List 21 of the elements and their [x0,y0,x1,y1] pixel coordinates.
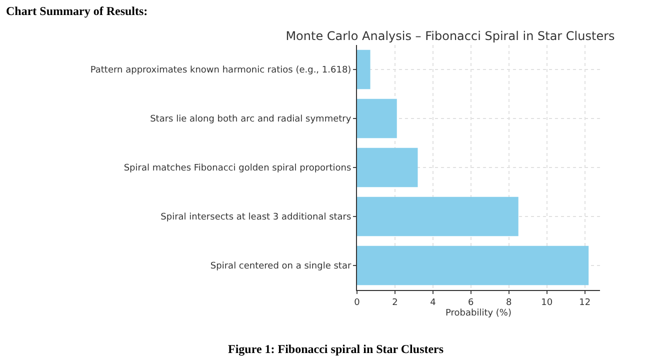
x-tick-label: 0 [354,298,360,308]
chart-title: Monte Carlo Analysis – Fibonacci Spiral in Star Clusters [286,29,615,44]
x-tick-label: 12 [579,298,591,308]
x-axis-title: Probability (%) [445,308,512,319]
bar [357,196,518,236]
y-tick-label: Pattern approximates known harmonic ratios (e.g., 1.618) [90,66,352,76]
x-tick-label: 4 [430,298,436,308]
x-tick-label: 8 [506,298,512,308]
bar [357,246,589,286]
y-tick-label: Spiral matches Fibonacci golden spiral proportions [124,164,352,174]
x-tick-label: 2 [392,298,398,308]
x-tick-label: 6 [468,298,474,308]
y-tick-label: Stars lie along both arc and radial symmetry [150,114,352,125]
x-tick-label: 10 [541,298,553,308]
bar [357,50,370,90]
y-tick-label: Spiral centered on a single star [210,262,352,272]
bar [357,98,397,138]
text: Chart Summary of Results: [6,4,148,18]
bar [357,148,418,188]
y-tick-label: Spiral intersects at least 3 additional stars [160,212,352,223]
caption: Figure 1: Fibonacci spiral in Star Clusters [228,342,444,356]
